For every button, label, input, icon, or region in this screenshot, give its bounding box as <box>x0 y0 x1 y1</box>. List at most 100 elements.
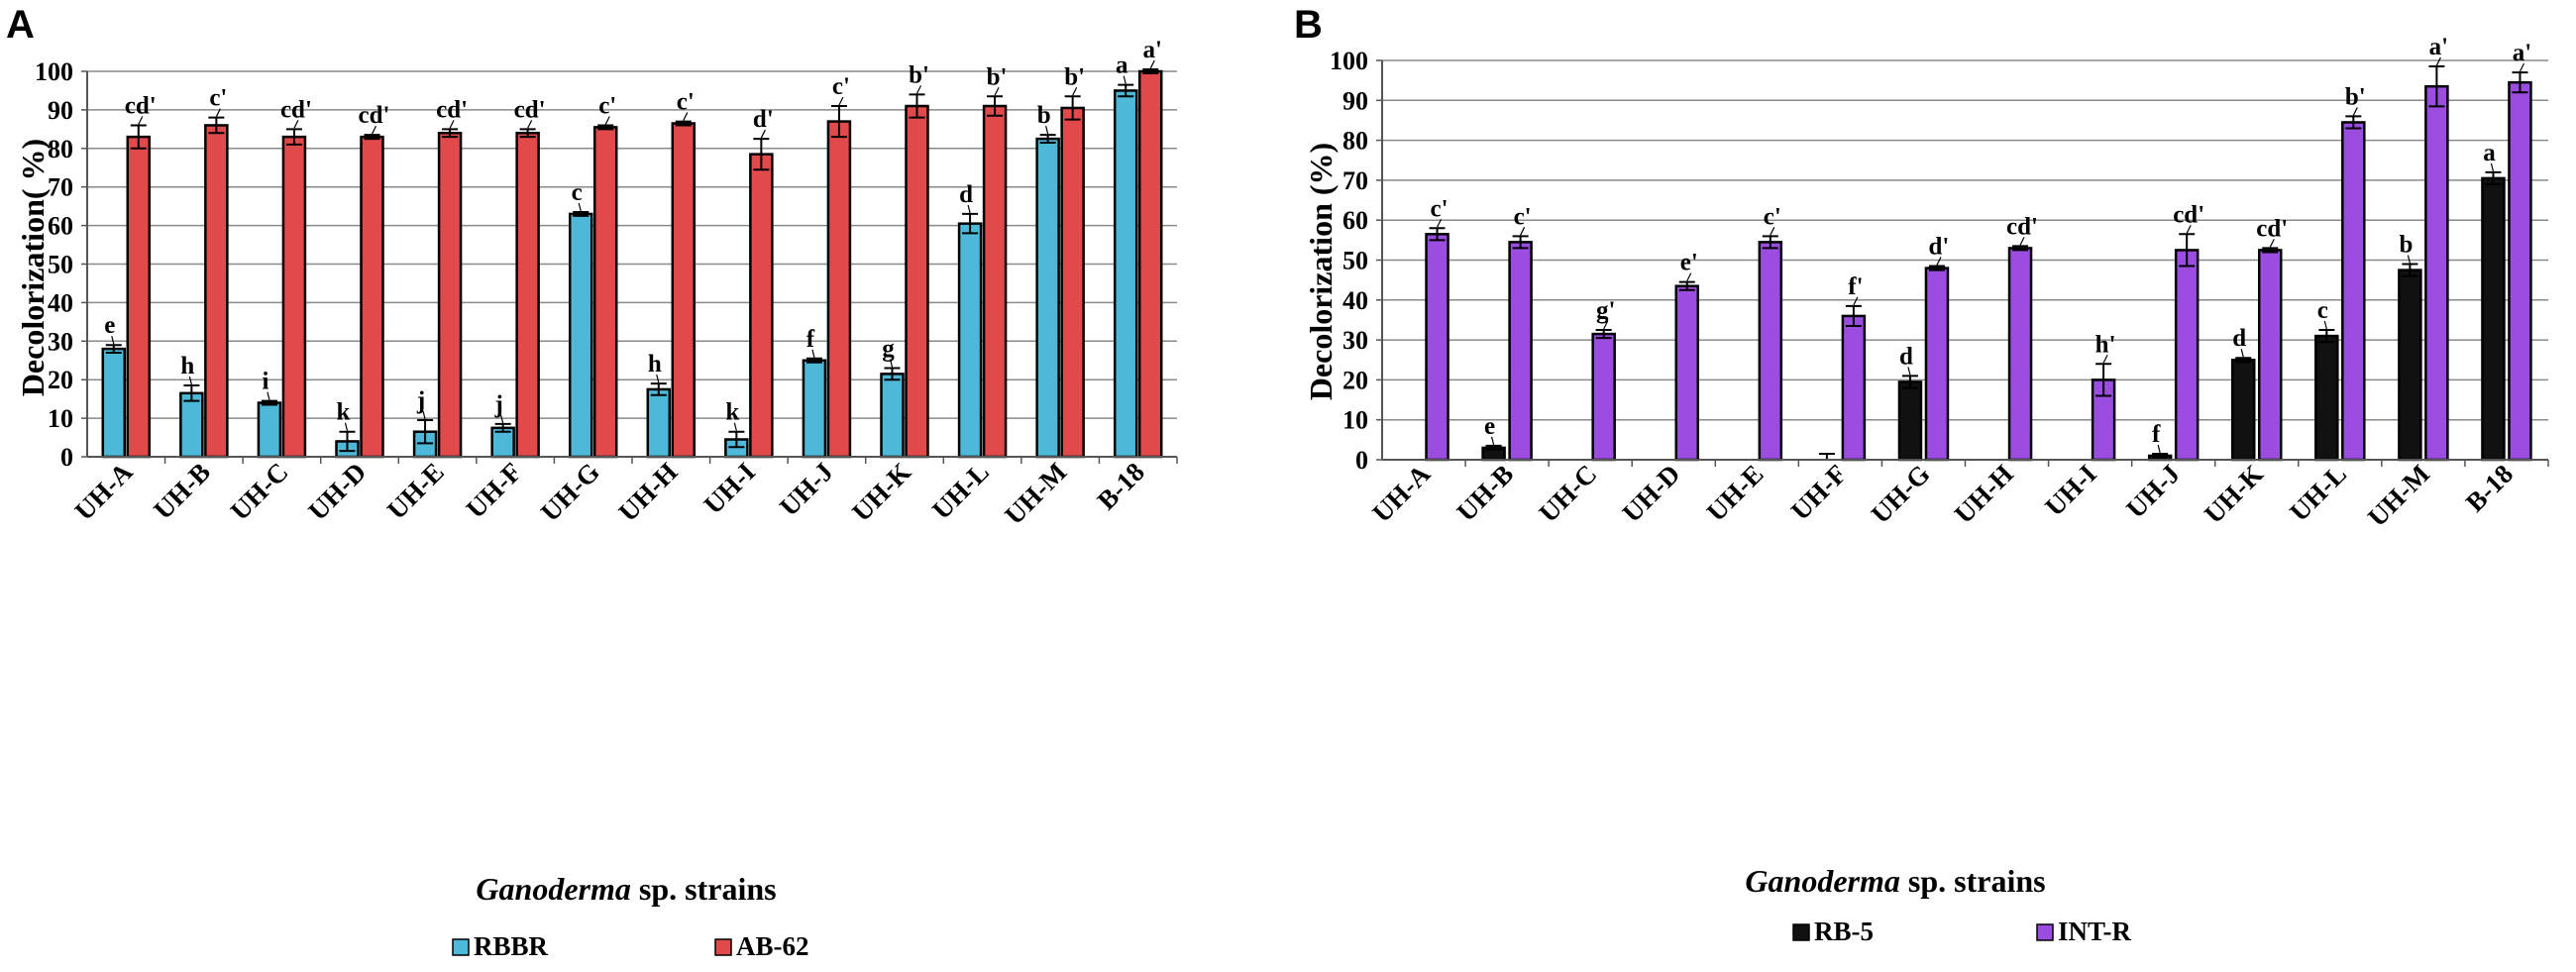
bar-ab-62-uh-a <box>126 135 152 459</box>
error-bar-ab-62-uh-b <box>208 116 225 135</box>
sig-label-ab-62-uh-k: b' <box>909 61 929 88</box>
sig-pointer <box>422 410 426 420</box>
sig-pointer <box>111 336 115 345</box>
sig-label-rb-5-uh-l: c <box>2317 297 2328 324</box>
bar-ab-62-uh-b <box>204 124 229 459</box>
bar-rb-5-uh-l <box>2314 334 2339 462</box>
bar-int-r-uh-f <box>1841 314 1867 462</box>
sig-pointer <box>889 359 894 368</box>
error-bar-rbbr-uh-l <box>962 212 979 235</box>
x-tick-label-uh-b: UH-B <box>1450 459 1519 527</box>
x-tick-label-uh-g: UH-G <box>1866 459 1936 529</box>
error-bar-ab-62-uh-i <box>753 138 770 171</box>
bar-ab-62-uh-j <box>826 120 852 459</box>
error-bar-rbbr-uh-b <box>183 384 200 402</box>
y-tick-label: 80 <box>1342 127 1368 156</box>
error-bar-ab-62-uh-d <box>364 134 380 141</box>
sig-label-rbbr-uh-g: c <box>572 179 583 206</box>
sig-label-rbbr-uh-h: h <box>648 351 662 378</box>
bar-rbbr-uh-j <box>802 359 827 459</box>
y-tick-label: 70 <box>48 173 73 202</box>
y-tick-label: 100 <box>1330 47 1368 75</box>
sig-pointer <box>449 120 455 129</box>
error-bar-rbbr-uh-c <box>261 399 277 406</box>
bar-int-r-b-18 <box>2508 80 2532 462</box>
sig-label-rb-5-uh-m: b <box>2399 232 2413 259</box>
sig-pointer <box>2352 107 2358 116</box>
sig-label-rbbr-b-18: a <box>1116 53 1128 79</box>
error-bar-rbbr-uh-i <box>728 430 745 449</box>
x-tick-label-uh-l: UH-L <box>926 457 995 525</box>
sig-pointer <box>2323 320 2327 330</box>
sig-label-int-r-b-18: a' <box>2513 40 2531 66</box>
sig-pointer <box>2157 444 2161 454</box>
error-bar-ab-62-uh-f <box>519 128 536 139</box>
sig-pointer <box>293 120 299 129</box>
error-bar-int-r-uh-g <box>1928 265 1945 271</box>
error-bar-int-r-uh-h <box>2012 245 2029 252</box>
bar-rb-5-uh-m <box>2398 269 2422 462</box>
error-bar-ab-62-uh-g <box>597 124 614 131</box>
sig-pointer <box>2407 255 2411 264</box>
y-tick-label: 50 <box>48 251 73 279</box>
bar-ab-62-uh-h <box>671 122 697 459</box>
bar-int-r-uh-l <box>2341 121 2366 462</box>
legend-label-ab62: AB-62 <box>736 931 809 961</box>
x-tick-label-uh-g: UH-G <box>535 457 605 527</box>
x-tick-label-uh-e: UH-E <box>1701 459 1770 527</box>
sig-label-int-r-uh-h: cd' <box>2006 213 2038 240</box>
sig-pointer <box>1072 87 1078 96</box>
error-bar-ab-62-uh-l <box>987 95 1004 117</box>
sig-label-rb-5-b-18: a <box>2483 140 2496 166</box>
error-bar-int-r-uh-c <box>1595 329 1612 340</box>
sig-pointer <box>994 87 1000 96</box>
panel-b-x-axis-title-rest: sp. strains <box>1900 863 2046 899</box>
sig-label-int-r-uh-c: g' <box>1596 297 1615 324</box>
panel-b: B Decolorization (%) Ganoderma sp. strai… <box>1294 3 2549 946</box>
bar-int-r-uh-m <box>2424 84 2449 462</box>
error-bar-ab-62-b-18 <box>1142 68 1159 74</box>
sig-pointer <box>1123 75 1127 84</box>
error-bar-int-r-uh-b <box>1512 235 1529 250</box>
x-tick-label-uh-c: UH-C <box>1533 459 1602 528</box>
error-bar-ab-62-uh-a <box>130 124 147 150</box>
sig-label-ab-62-uh-h: c' <box>677 89 695 116</box>
legend-swatch-rbbr <box>452 938 470 956</box>
sig-label-rbbr-uh-j: f <box>806 326 815 353</box>
sig-label-int-r-uh-i: h' <box>2095 331 2116 358</box>
sig-pointer <box>1936 257 1942 266</box>
error-bar-ab-62-uh-e <box>442 128 459 139</box>
y-tick-label: 100 <box>35 57 73 86</box>
sig-pointer <box>267 391 270 400</box>
bar-rbbr-uh-m <box>1035 137 1060 459</box>
error-bar-ab-62-uh-m <box>1064 95 1081 121</box>
sig-pointer <box>344 422 349 431</box>
x-tick-label-uh-c: UH-C <box>225 457 294 526</box>
error-bar-int-r-uh-j <box>2179 233 2196 268</box>
error-bar-rbbr-uh-e <box>417 419 434 445</box>
bar-int-r-uh-h <box>2007 247 2033 462</box>
y-tick-label: 10 <box>1342 406 1368 435</box>
sig-pointer <box>2240 349 2244 358</box>
sig-label-rbbr-uh-b: h <box>180 353 194 379</box>
x-tick-label-uh-f: UH-F <box>1785 459 1853 526</box>
sig-pointer <box>1491 436 1495 446</box>
panel-b-y-axis-title: Decolorization (%) <box>1303 143 1339 400</box>
panel-b-legend: RB-5 INT-R <box>1792 917 2132 946</box>
bar-ab-62-uh-c <box>281 135 307 459</box>
panel-b-x-axis-title-italic: Ganoderma <box>1745 863 1899 899</box>
error-bar-rbbr-uh-d <box>339 430 356 453</box>
bar-rb-5-uh-g <box>1897 380 1923 462</box>
error-bar-ab-62-uh-c <box>285 128 302 146</box>
sig-pointer <box>138 116 144 125</box>
sig-label-ab-62-uh-g: c' <box>598 92 616 119</box>
x-tick-label-uh-i: UH-I <box>698 457 761 520</box>
sig-label-int-r-uh-e: c' <box>1764 203 1781 230</box>
legend-label-intr: INT-R <box>2058 917 2132 946</box>
sig-label-ab-62-uh-i: d' <box>753 106 774 133</box>
sig-pointer <box>1853 296 1859 306</box>
error-bar-rb-5-uh-j <box>2152 452 2169 459</box>
panel-a-x-axis-title-rest: sp. strains <box>631 871 777 907</box>
sig-label-rb-5-uh-g: d <box>1899 343 1913 370</box>
sig-label-ab-62-uh-a: cd' <box>125 92 157 119</box>
